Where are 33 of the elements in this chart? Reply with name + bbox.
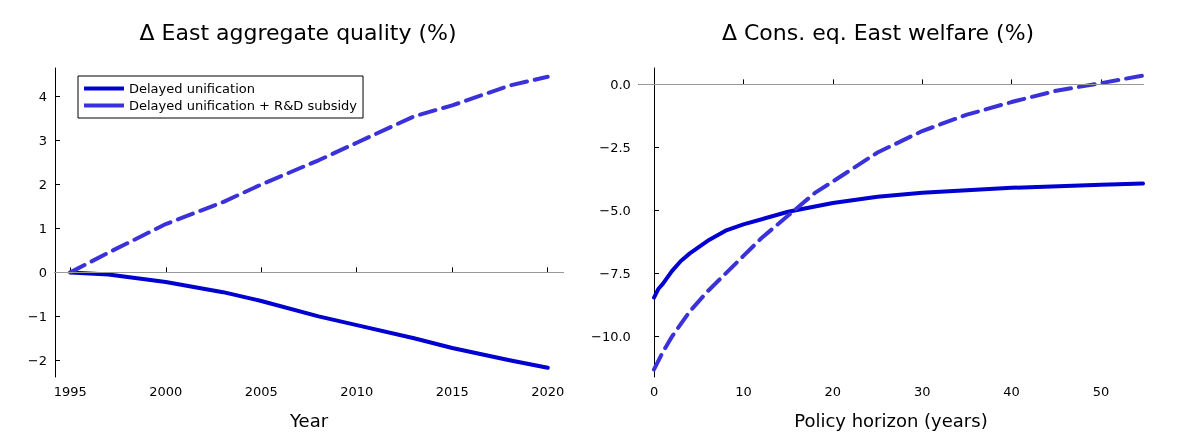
chart-title: Δ East aggregate quality (%) <box>139 19 457 45</box>
y-tick-label: 4 <box>38 89 47 105</box>
x-tick-label: 1995 <box>53 384 87 399</box>
y-tick-label: 1 <box>38 220 47 236</box>
x-axis-title: Year <box>288 409 329 431</box>
y-tick-label: −5.0 <box>599 203 631 219</box>
x-tick-label: 2005 <box>244 384 278 399</box>
x-axis-title: Policy horizon (years) <box>794 409 988 431</box>
x-tick-label: 2020 <box>531 384 565 399</box>
x-tick-label: 2015 <box>435 384 469 399</box>
x-tick-label: 10 <box>735 384 752 399</box>
x-tick-label: 30 <box>913 384 931 399</box>
x-tick-label: 2000 <box>149 384 183 399</box>
chart-title: Δ Cons. eq. East welfare (%) <box>721 19 1035 45</box>
y-tick-label: −7.5 <box>599 266 631 282</box>
line-series <box>652 73 1145 372</box>
x-tick-label: 50 <box>1092 384 1110 399</box>
x-tick-label: 0 <box>649 384 659 399</box>
x-tick-label: 20 <box>824 384 842 399</box>
y-tick-label: −1 <box>27 308 47 324</box>
y-tick-label: 3 <box>38 133 47 149</box>
line-series <box>652 181 1145 300</box>
y-tick-label: 0.0 <box>610 76 631 92</box>
x-tick-label: 2010 <box>340 384 374 399</box>
y-tick-label: −10.0 <box>590 329 631 345</box>
legend-label: Delayed unification + R&D subsidy <box>129 98 358 113</box>
y-tick-label: 0 <box>38 264 47 280</box>
y-tick-label: −2 <box>27 352 47 368</box>
y-tick-label: −2.5 <box>599 139 631 155</box>
x-tick-label: 40 <box>1003 384 1020 399</box>
y-tick-label: 2 <box>38 176 47 192</box>
legend-label: Delayed unification <box>129 81 255 96</box>
line-series <box>68 74 550 275</box>
